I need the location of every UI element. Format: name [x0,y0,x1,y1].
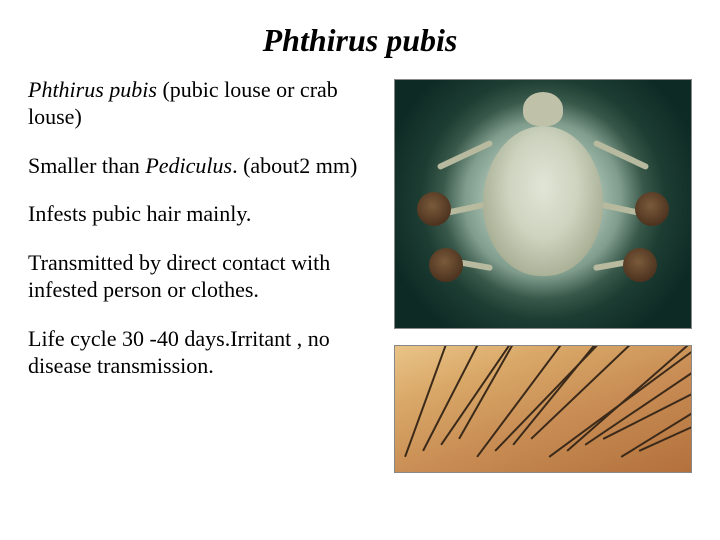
hair-strand-icon [603,357,692,440]
hair-strand-icon [440,345,543,446]
hair-strand-icon [584,345,692,446]
pubic-hair-photo [394,345,692,473]
hair-strand-icon [512,345,627,446]
p2-pre: Smaller than [28,153,145,178]
p2-genus-italic: Pediculus [145,153,232,178]
text-column: Phthirus pubis (pubic louse or crab lous… [28,77,380,473]
louse-leg-icon [437,140,494,171]
louse-claw-icon [417,192,451,226]
p1-species-italic: Phthirus pubis [28,77,157,102]
slide-title: Phthirus pubis [28,22,692,59]
louse-claw-icon [623,248,657,282]
paragraph-5: Life cycle 30 -40 days.Irritant , no dis… [28,326,380,380]
paragraph-2: Smaller than Pediculus. (about2 mm) [28,153,380,180]
louse-claw-icon [635,192,669,226]
paragraph-3: Infests pubic hair mainly. [28,201,380,228]
hair-strand-icon [494,345,620,452]
image-column [394,77,692,473]
louse-claw-icon [429,248,463,282]
content-row: Phthirus pubis (pubic louse or crab lous… [28,77,692,473]
hair-strand-icon [404,345,467,457]
louse-leg-icon [593,140,650,171]
louse-microscope-photo [394,79,692,329]
louse-body-icon [483,126,603,276]
louse-head-icon [523,92,563,126]
paragraph-4: Transmitted by direct contact with infes… [28,250,380,304]
hair-strand-icon [458,345,549,439]
paragraph-1: Phthirus pubis (pubic louse or crab lous… [28,77,380,131]
slide-root: Phthirus pubis Phthirus pubis (pubic lou… [0,0,720,540]
p2-post: . (about2 mm) [232,153,357,178]
